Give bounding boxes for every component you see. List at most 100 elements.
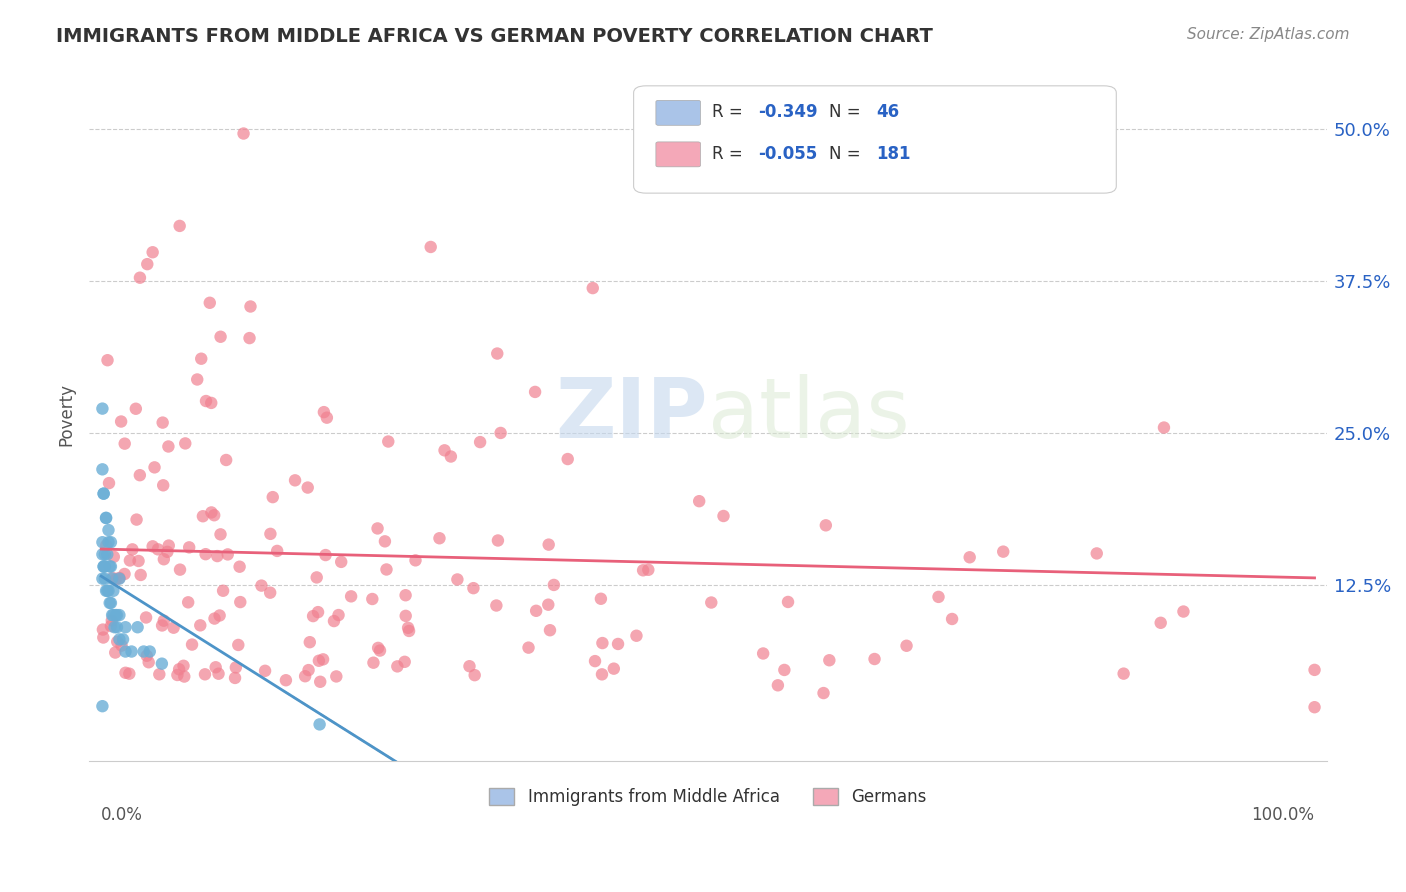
- Point: [104, 646, 127, 660]
- Point: [302, 609, 325, 624]
- Point: [96, 353, 118, 368]
- Point: [1150, 615, 1173, 630]
- Point: [631, 563, 654, 577]
- Point: [153, 614, 176, 628]
- Point: [142, 245, 165, 260]
- Point: [297, 663, 319, 677]
- Point: [328, 608, 350, 623]
- Point: [537, 538, 560, 552]
- Point: [395, 608, 418, 623]
- Point: [114, 566, 136, 581]
- Point: [1173, 605, 1195, 619]
- Point: [174, 436, 197, 450]
- Point: [138, 644, 160, 658]
- Point: [297, 481, 319, 495]
- Point: [468, 435, 491, 450]
- Text: 46: 46: [876, 103, 900, 121]
- Point: [229, 595, 252, 609]
- Point: [312, 652, 335, 666]
- Point: [91, 699, 114, 714]
- Point: [143, 460, 166, 475]
- Text: IMMIGRANTS FROM MIDDLE AFRICA VS GERMAN POVERTY CORRELATION CHART: IMMIGRANTS FROM MIDDLE AFRICA VS GERMAN …: [56, 27, 934, 45]
- Point: [330, 555, 353, 569]
- Point: [308, 654, 330, 668]
- Point: [162, 621, 184, 635]
- Point: [108, 632, 131, 647]
- Point: [308, 717, 330, 731]
- Point: [591, 636, 613, 650]
- Point: [309, 674, 332, 689]
- Point: [209, 527, 232, 541]
- Text: atlas: atlas: [707, 374, 910, 455]
- Point: [368, 643, 391, 657]
- Point: [607, 637, 630, 651]
- Point: [100, 619, 122, 633]
- Point: [543, 578, 565, 592]
- Point: [298, 635, 321, 649]
- Point: [105, 634, 128, 648]
- Point: [91, 631, 114, 645]
- Point: [103, 549, 125, 564]
- Point: [114, 644, 136, 658]
- Point: [766, 678, 789, 692]
- Point: [207, 549, 229, 563]
- Point: [1112, 666, 1135, 681]
- Point: [153, 552, 176, 566]
- Point: [367, 521, 389, 535]
- Point: [305, 570, 328, 584]
- Point: [169, 563, 191, 577]
- Point: [104, 608, 127, 623]
- Point: [202, 508, 225, 523]
- Point: [993, 544, 1015, 558]
- Point: [239, 300, 262, 314]
- Point: [688, 494, 710, 508]
- FancyBboxPatch shape: [655, 142, 700, 167]
- Point: [250, 579, 273, 593]
- Point: [97, 523, 120, 537]
- Point: [204, 611, 226, 625]
- Point: [98, 476, 121, 491]
- Point: [232, 127, 254, 141]
- Point: [93, 559, 115, 574]
- Point: [181, 638, 204, 652]
- Point: [375, 562, 398, 576]
- Point: [458, 659, 481, 673]
- Point: [101, 572, 124, 586]
- Point: [209, 330, 232, 344]
- Point: [486, 533, 509, 548]
- Point: [173, 669, 195, 683]
- Text: 181: 181: [876, 145, 911, 162]
- Point: [94, 511, 117, 525]
- Point: [928, 590, 950, 604]
- Point: [583, 654, 606, 668]
- Point: [194, 667, 217, 681]
- Point: [101, 571, 124, 585]
- Point: [323, 614, 346, 628]
- Point: [312, 405, 335, 419]
- Point: [266, 544, 288, 558]
- Point: [108, 571, 131, 585]
- Point: [191, 509, 214, 524]
- Point: [93, 486, 115, 500]
- Point: [93, 559, 115, 574]
- Point: [128, 468, 150, 483]
- Point: [1002, 161, 1025, 176]
- Text: R =: R =: [711, 103, 748, 121]
- Point: [517, 640, 540, 655]
- Point: [589, 591, 612, 606]
- Point: [524, 604, 547, 618]
- Text: N =: N =: [830, 145, 866, 162]
- Point: [713, 508, 735, 523]
- Point: [204, 660, 226, 674]
- Point: [200, 396, 222, 410]
- Point: [1303, 663, 1326, 677]
- Point: [97, 535, 120, 549]
- Point: [208, 608, 231, 623]
- Point: [224, 671, 246, 685]
- Point: [591, 667, 613, 681]
- Point: [108, 608, 131, 623]
- Point: [105, 620, 128, 634]
- Text: N =: N =: [830, 103, 866, 121]
- Point: [814, 518, 837, 533]
- Point: [813, 686, 835, 700]
